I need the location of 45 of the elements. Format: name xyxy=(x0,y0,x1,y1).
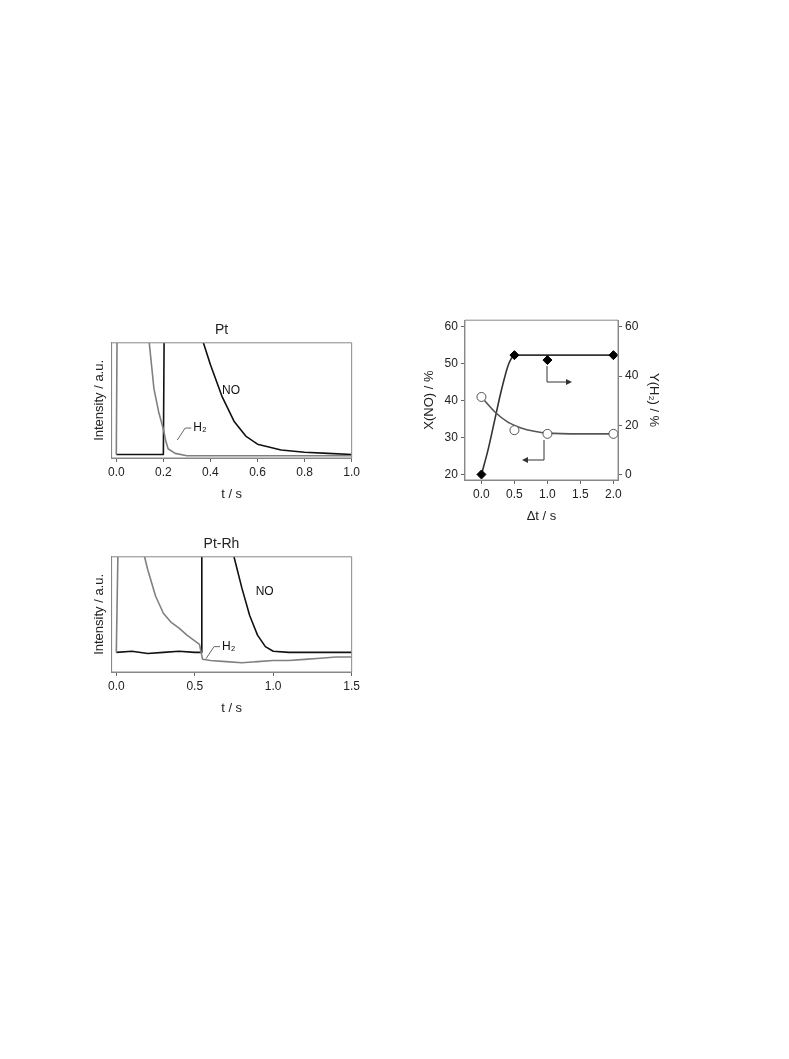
x-tick-label: 0.0 xyxy=(473,486,491,501)
x-axis-title: Δt / s xyxy=(526,507,557,523)
annotation: NO xyxy=(255,583,274,598)
x-tick-label: 0.5 xyxy=(506,486,524,501)
y2-tick-label: 0 xyxy=(625,466,633,481)
x-tick-label: 0.6 xyxy=(249,464,267,479)
x-tick-label: 1.0 xyxy=(343,464,361,479)
point xyxy=(542,355,553,366)
y-tick-label: 60 xyxy=(444,319,459,334)
x-tick-label: 0.5 xyxy=(186,678,204,693)
y-axis-title: Intensity / a.u. xyxy=(91,359,107,441)
chart-title: Pt xyxy=(214,321,229,338)
x-tick-label: 0.2 xyxy=(155,464,173,479)
x-tick-label: 0.8 xyxy=(296,464,314,479)
point xyxy=(509,425,520,436)
x-axis-title: t / s xyxy=(221,485,243,501)
point xyxy=(476,391,487,402)
y-tick-label: 30 xyxy=(444,429,459,444)
point xyxy=(542,428,553,439)
x-tick-label: 0.0 xyxy=(107,678,125,693)
y-tick-label: 40 xyxy=(444,392,459,407)
x-tick-label: 0.0 xyxy=(107,464,125,479)
y-tick-label: 20 xyxy=(444,466,459,481)
point xyxy=(608,350,619,361)
annotation: H₂ xyxy=(193,420,207,435)
y2-tick-label: 60 xyxy=(625,319,639,334)
point xyxy=(509,350,520,361)
x-tick-label: 1.5 xyxy=(343,678,361,693)
x-tick-label: 1.5 xyxy=(572,486,590,501)
y-axis-title: X(NO) / % xyxy=(421,370,437,430)
annotation: NO xyxy=(222,383,241,398)
annotation: H₂ xyxy=(222,638,236,653)
y2-tick-label: 40 xyxy=(625,368,639,383)
x-tick-label: 1.0 xyxy=(264,678,282,693)
y2-axis-title: Y(H₂) / % xyxy=(646,373,662,428)
point xyxy=(476,469,487,480)
y-tick-label: 50 xyxy=(444,356,459,371)
chart-title: Pt-Rh xyxy=(203,535,240,552)
x-tick-label: 1.0 xyxy=(539,486,557,501)
y-axis-title: Intensity / a.u. xyxy=(91,573,107,655)
point xyxy=(608,428,619,439)
x-axis-title: t / s xyxy=(221,699,243,715)
x-tick-label: 0.4 xyxy=(202,464,220,479)
x-tick-label: 2.0 xyxy=(605,486,623,501)
y2-tick-label: 20 xyxy=(625,417,639,432)
